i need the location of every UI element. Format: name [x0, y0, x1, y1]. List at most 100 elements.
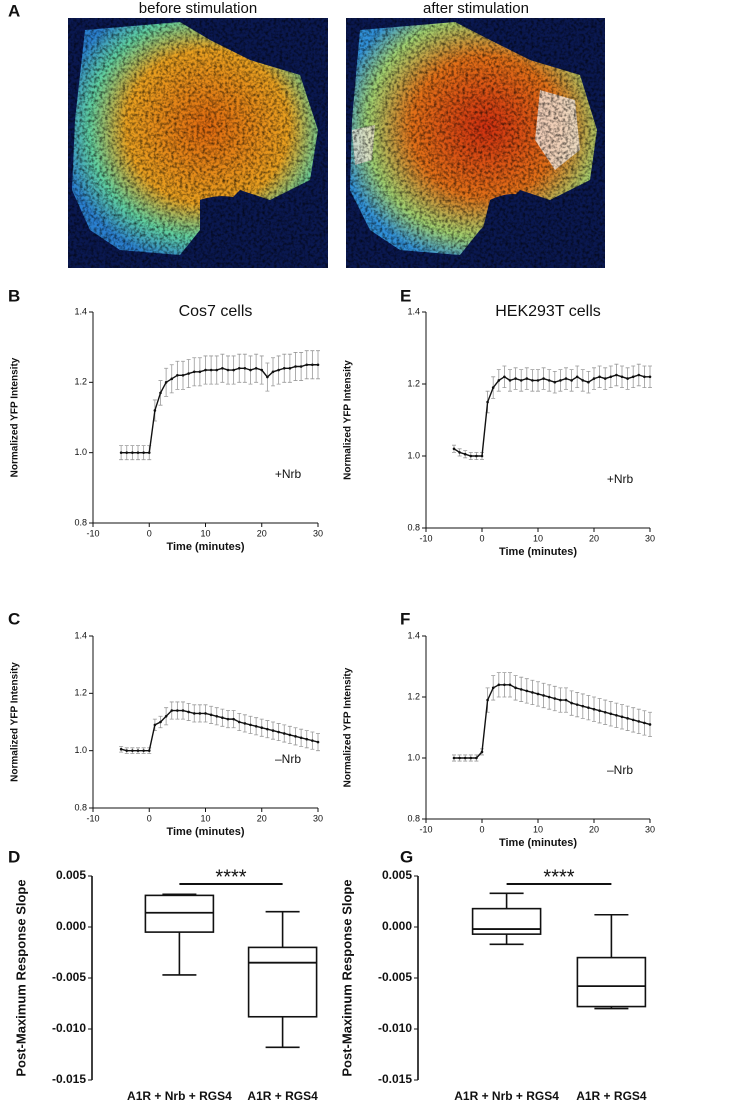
data-point: [514, 686, 517, 690]
y-tick-label: -0.015: [52, 1072, 86, 1086]
data-point: [598, 709, 601, 713]
y-tick-label: 1.0: [74, 745, 87, 755]
data-point: [294, 365, 297, 368]
data-point: [452, 756, 456, 760]
y-tick-label: 0.8: [407, 522, 420, 532]
data-point: [305, 737, 309, 741]
y-tick-label: 0.000: [382, 919, 412, 933]
data-point: [254, 725, 258, 728]
y-tick-label: 1.2: [407, 691, 420, 701]
data-point: [486, 698, 489, 702]
data-line: [120, 709, 319, 752]
data-point: [643, 375, 646, 379]
x-axis-label: Time (minutes): [166, 826, 244, 838]
box: [144, 894, 215, 933]
x-tick-label: 20: [589, 533, 599, 543]
data-point: [531, 379, 534, 382]
image-after: [346, 18, 605, 268]
x-tick-label: A1R + RGS4: [247, 1089, 318, 1103]
x-tick-label: -10: [86, 813, 99, 823]
y-axis-label: Normalized YFP Intensity: [10, 662, 21, 782]
data-point: [564, 698, 568, 702]
data-point: [525, 689, 529, 693]
data-point: [282, 732, 286, 735]
y-tick-label: 0.005: [56, 868, 86, 882]
data-point: [525, 377, 529, 380]
data-point: [452, 447, 456, 451]
data-line: [454, 684, 651, 759]
data-point: [637, 720, 641, 723]
data-point: [480, 750, 484, 754]
x-tick-label: 20: [589, 824, 599, 834]
data-point: [288, 366, 292, 370]
data-point: [187, 710, 190, 714]
data-point: [147, 749, 151, 752]
data-point: [592, 707, 596, 711]
data-point: [294, 735, 297, 738]
x-tick-label: A1R + Nrb + RGS4: [454, 1089, 559, 1103]
data-point: [486, 400, 489, 404]
data-point: [221, 716, 224, 719]
data-point: [187, 372, 190, 375]
data-point: [519, 688, 523, 691]
data-point: [119, 747, 123, 751]
box: [576, 956, 647, 1008]
data-point: [637, 373, 641, 377]
data-point: [243, 722, 247, 725]
y-tick-label: 0.8: [74, 517, 87, 527]
data-point: [153, 723, 157, 727]
data-point: [282, 366, 286, 370]
data-point: [209, 713, 213, 717]
data-point: [491, 686, 495, 690]
data-line: [453, 374, 650, 457]
data-point: [620, 375, 624, 379]
data-point: [192, 370, 196, 374]
y-tick-label: 0.005: [382, 868, 412, 882]
x-tick-label: 0: [147, 528, 152, 538]
data-point: [181, 709, 185, 712]
box: [247, 946, 318, 1018]
x-tick-label: 10: [533, 533, 543, 543]
image-caption: after stimulation: [423, 0, 529, 17]
data-point: [514, 377, 517, 380]
data-point: [170, 709, 174, 712]
y-tick-label: -0.005: [378, 970, 412, 984]
data-point: [458, 451, 461, 454]
x-tick-label: -10: [86, 528, 99, 538]
panel-label: B: [8, 286, 20, 305]
data-point: [497, 379, 501, 382]
data-point: [542, 694, 545, 697]
data-point: [648, 723, 652, 726]
panel-label: G: [400, 847, 413, 866]
data-point: [305, 363, 309, 367]
whisker: [489, 892, 524, 909]
data-point: [463, 756, 467, 760]
data-point: [176, 374, 179, 377]
data-point: [119, 451, 123, 454]
y-tick-label: 1.0: [407, 450, 420, 460]
data-point: [260, 368, 264, 372]
data-point: [131, 451, 134, 454]
data-point: [198, 370, 202, 374]
data-point: [592, 377, 596, 380]
data-point: [221, 366, 224, 370]
data-point: [125, 749, 129, 752]
panel-label: F: [400, 609, 410, 628]
annotation: +Nrb: [607, 472, 634, 486]
data-point: [237, 366, 241, 370]
chart-title: HEK293T cells: [495, 303, 601, 320]
y-tick-label: 1.4: [74, 630, 87, 640]
data-point: [311, 363, 314, 367]
data-point: [254, 366, 258, 370]
data-point: [249, 368, 252, 372]
data-point: [266, 375, 269, 379]
data-point: [547, 695, 551, 699]
data-point: [271, 729, 275, 732]
data-point: [237, 720, 241, 724]
data-point: [204, 712, 207, 715]
data-point: [147, 451, 151, 454]
data-point: [277, 368, 280, 372]
data-point: [164, 381, 168, 384]
x-tick-label: A1R + RGS4: [576, 1089, 647, 1103]
data-point: [631, 718, 635, 722]
